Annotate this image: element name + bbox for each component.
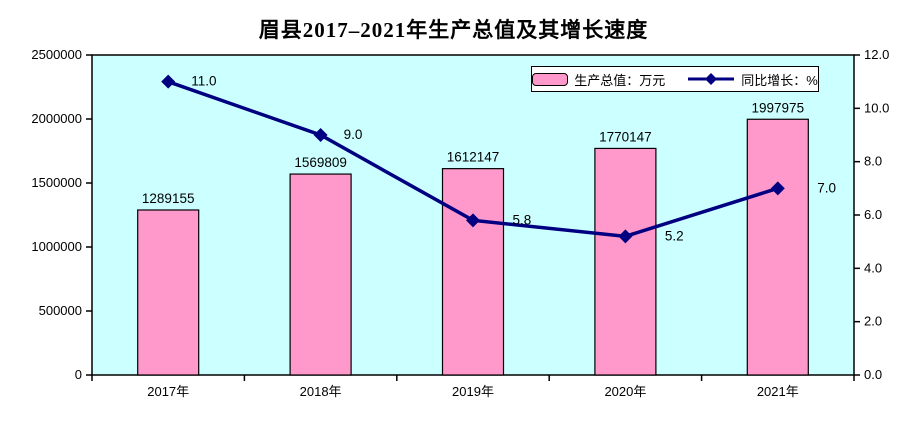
bar-value-label: 1770147 <box>599 129 652 144</box>
line-marker-icon <box>688 73 735 85</box>
x-axis-label: 2021年 <box>757 384 799 399</box>
line-series-legend-label: 同比增长：% <box>741 72 818 88</box>
y-axis-label: 2500000 <box>31 47 82 62</box>
chart-title: 眉县2017–2021年生产总值及其增长速度 <box>258 18 649 42</box>
x-axis-label: 2017年 <box>147 384 189 399</box>
bar <box>746 118 809 376</box>
y-axis-label: 1000000 <box>31 239 82 254</box>
line-value-label: 11.0 <box>191 74 216 89</box>
y2-axis-label: 0.0 <box>864 367 882 382</box>
line-value-label: 9.0 <box>344 127 363 142</box>
bar <box>289 173 352 376</box>
bar <box>594 147 657 376</box>
bar-value-label: 1612147 <box>447 150 500 165</box>
y-axis-label: 500000 <box>39 303 82 318</box>
y-axis-label: 1500000 <box>31 175 82 190</box>
y2-axis-label: 4.0 <box>864 260 882 275</box>
line-marker <box>161 74 176 89</box>
y2-axis-label: 12.0 <box>864 47 889 62</box>
line-marker <box>618 229 633 244</box>
legend: 生产总值：万元 同比增长：% <box>531 66 819 92</box>
bar <box>441 168 505 376</box>
bar-value-label: 1997975 <box>752 100 805 115</box>
bar-series-legend-label: 生产总值：万元 <box>574 72 666 88</box>
line-value-label: 7.0 <box>817 180 836 195</box>
line-marker <box>466 213 480 228</box>
bar-value-label: 1569809 <box>294 155 347 170</box>
bar <box>137 209 200 376</box>
line-marker <box>770 181 785 196</box>
line-value-label: 5.8 <box>513 212 532 227</box>
x-axis-label: 2018年 <box>300 384 342 399</box>
y-axis-label: 0 <box>75 367 82 382</box>
y2-axis-label: 2.0 <box>864 314 882 329</box>
y2-axis-label: 8.0 <box>864 154 882 169</box>
x-axis-label: 2019年 <box>452 384 494 399</box>
y2-axis-label: 6.0 <box>864 207 882 222</box>
line-value-label: 5.2 <box>665 228 684 243</box>
y-axis-label: 2000000 <box>31 111 82 126</box>
bar-value-label: 1289155 <box>142 191 195 206</box>
y2-axis-label: 10.0 <box>864 100 889 115</box>
line-marker <box>313 128 328 142</box>
line-series-swatch <box>687 72 735 86</box>
bar-series-swatch <box>532 72 569 86</box>
x-axis-label: 2020年 <box>604 384 646 399</box>
